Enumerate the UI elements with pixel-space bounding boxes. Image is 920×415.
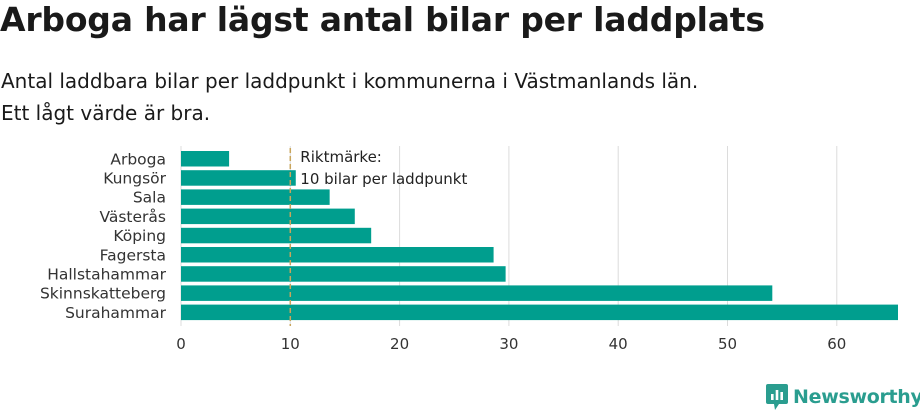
- category-label-koping: Köping: [113, 227, 166, 245]
- category-label-skinnskatteberg: Skinnskatteberg: [40, 285, 166, 303]
- bar-koping: [181, 227, 372, 244]
- bar-fagersta: [181, 247, 494, 263]
- category-label-surahammar: Surahammar: [65, 304, 167, 322]
- chart-title: Arboga har lägst antal bilar per laddpla…: [0, 0, 765, 39]
- newsworthy-brand: Newsworthy: [765, 382, 920, 412]
- x-tick-label: 10: [281, 335, 300, 353]
- reference-label-line-2: 10 bilar per laddpunkt: [300, 170, 467, 188]
- brand-name: Newsworthy: [793, 386, 920, 408]
- subtitle-line-1: Antal laddbara bilar per laddpunkt i kom…: [1, 69, 699, 93]
- subtitle-line-2: Ett lågt värde är bra.: [1, 101, 211, 125]
- x-tick-label: 20: [390, 335, 409, 353]
- bar-hallstahammar: [181, 266, 506, 282]
- x-tick-label: 30: [499, 335, 518, 353]
- category-label-fagersta: Fagersta: [100, 246, 166, 264]
- bar-kungsor: [181, 170, 296, 186]
- bar-skinnskatteberg: [181, 285, 773, 301]
- x-tick-label: 50: [718, 335, 737, 353]
- bar-arboga: [181, 151, 230, 167]
- category-label-kungsor: Kungsör: [103, 169, 166, 187]
- x-tick-label: 0: [176, 335, 186, 353]
- reference-label-line-1: Riktmärke:: [300, 148, 382, 166]
- x-tick-label: 60: [827, 335, 846, 353]
- category-label-arboga: Arboga: [110, 150, 166, 168]
- bar-vasteras: [181, 208, 355, 225]
- bar-sala: [181, 189, 330, 205]
- bar-surahammar: [181, 304, 898, 321]
- x-tick-label: 40: [609, 335, 628, 353]
- category-label-sala: Sala: [133, 189, 166, 207]
- category-label-hallstahammar: Hallstahammar: [47, 265, 166, 283]
- chart-subtitle: Antal laddbara bilar per laddpunkt i kom…: [1, 65, 698, 129]
- newsworthy-logo-icon: [766, 384, 788, 410]
- category-label-vasteras: Västerås: [99, 208, 166, 226]
